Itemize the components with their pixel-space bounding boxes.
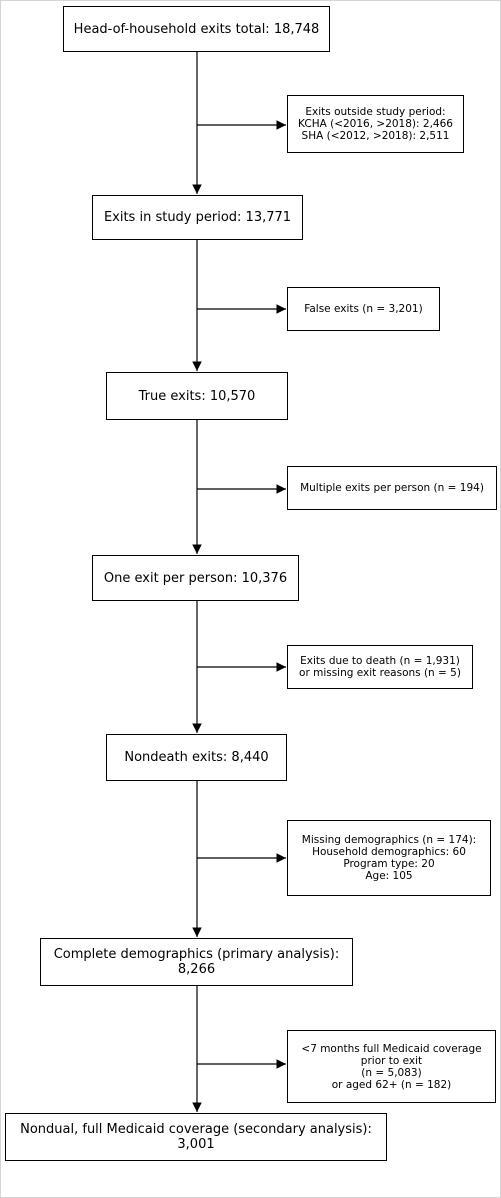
box-text: (n = 5,083) bbox=[361, 1066, 422, 1079]
box-multiple-exits: Multiple exits per person (n = 194) bbox=[287, 466, 497, 510]
box-complete-demographics: Complete demographics (primary analysis)… bbox=[40, 938, 353, 986]
box-study-period-exits: Exits in study period: 13,771 bbox=[92, 195, 303, 240]
box-text: Nondeath exits: 8,440 bbox=[124, 750, 269, 765]
box-text: Exits due to death (n = 1,931) bbox=[300, 655, 460, 667]
box-outside-study-period: Exits outside study period: KCHA (<2016,… bbox=[287, 95, 464, 153]
box-text: <7 months full Medicaid coverage bbox=[301, 1042, 482, 1055]
box-total-exits: Head-of-household exits total: 18,748 bbox=[63, 6, 330, 52]
box-text: One exit per person: 10,376 bbox=[103, 570, 288, 586]
box-text: Household demographics: 60 bbox=[312, 846, 466, 858]
box-missing-demographics: Missing demographics (n = 174): Househol… bbox=[287, 820, 491, 896]
box-false-exits: False exits (n = 3,201) bbox=[287, 287, 440, 331]
box-text: False exits (n = 3,201) bbox=[304, 303, 423, 315]
box-nondeath-exits: Nondeath exits: 8,440 bbox=[106, 734, 287, 781]
box-text: SHA (<2012, >2018): 2,511 bbox=[301, 130, 450, 142]
box-nondual-medicaid: Nondual, full Medicaid coverage (seconda… bbox=[5, 1113, 387, 1161]
box-text: Missing demographics (n = 174): bbox=[301, 834, 477, 846]
box-text: True exits: 10,570 bbox=[138, 388, 256, 404]
box-text: 3,001 bbox=[177, 1137, 215, 1152]
box-text: Program type: 20 bbox=[343, 858, 435, 870]
box-text: Head-of-household exits total: 18,748 bbox=[73, 21, 320, 37]
box-medicaid-coverage-exclusion: <7 months full Medicaid coverage prior t… bbox=[287, 1030, 496, 1103]
box-text: or missing exit reasons (n = 5) bbox=[299, 667, 461, 679]
box-text: 8,266 bbox=[177, 962, 216, 977]
box-text: KCHA (<2016, >2018): 2,466 bbox=[298, 118, 453, 130]
box-text: Nondual, full Medicaid coverage (seconda… bbox=[20, 1122, 372, 1137]
box-text: Multiple exits per person (n = 194) bbox=[300, 482, 484, 494]
box-death-missing-reasons: Exits due to death (n = 1,931) or missin… bbox=[287, 645, 473, 689]
box-text: or aged 62+ (n = 182) bbox=[331, 1078, 452, 1091]
box-text: Complete demographics (primary analysis)… bbox=[53, 947, 340, 962]
box-one-exit-per-person: One exit per person: 10,376 bbox=[92, 555, 299, 601]
box-text: Exits in study period: 13,771 bbox=[103, 210, 292, 225]
box-true-exits: True exits: 10,570 bbox=[106, 372, 288, 420]
box-text: Age: 105 bbox=[365, 870, 413, 882]
box-text: Exits outside study period: bbox=[305, 106, 446, 118]
box-text: prior to exit bbox=[360, 1054, 423, 1067]
